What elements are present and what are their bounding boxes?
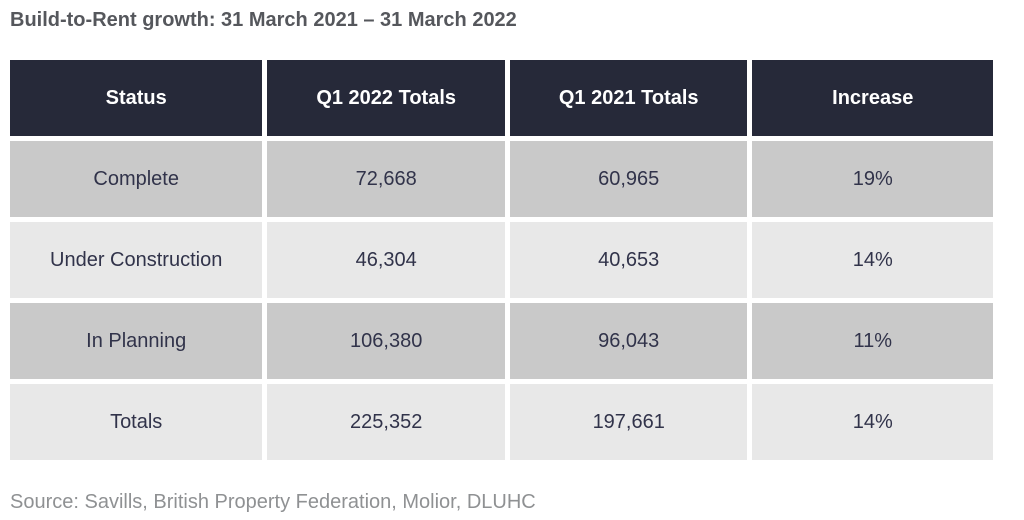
cell-totals-q1-2021: 197,661: [509, 384, 748, 460]
cell-under-construction-q1-2021: 40,653: [509, 222, 748, 298]
btr-growth-table: Status Q1 2022 Totals Q1 2021 Totals Inc…: [10, 60, 993, 460]
cell-in-planning-q1-2022: 106,380: [267, 303, 505, 379]
cell-complete-q1-2022: 72,668: [267, 141, 505, 217]
cell-complete-q1-2021: 60,965: [509, 141, 748, 217]
cell-in-planning-status: In Planning: [10, 303, 263, 379]
page-title: Build-to-Rent growth: 31 March 2021 – 31…: [10, 9, 517, 31]
cell-under-construction-status: Under Construction: [10, 222, 263, 298]
column-header-q1-2021: Q1 2021 Totals: [509, 60, 748, 136]
source-note: Source: Savills, British Property Federa…: [10, 491, 536, 513]
column-header-q1-2022: Q1 2022 Totals: [267, 60, 505, 136]
cell-under-construction-q1-2022: 46,304: [267, 222, 505, 298]
cell-totals-status: Totals: [10, 384, 263, 460]
column-header-status: Status: [10, 60, 263, 136]
column-header-increase: Increase: [752, 60, 993, 136]
cell-under-construction-increase: 14%: [752, 222, 993, 298]
cell-complete-status: Complete: [10, 141, 263, 217]
cell-totals-q1-2022: 225,352: [267, 384, 505, 460]
cell-in-planning-q1-2021: 96,043: [509, 303, 748, 379]
cell-complete-increase: 19%: [752, 141, 993, 217]
cell-totals-increase: 14%: [752, 384, 993, 460]
cell-in-planning-increase: 11%: [752, 303, 993, 379]
